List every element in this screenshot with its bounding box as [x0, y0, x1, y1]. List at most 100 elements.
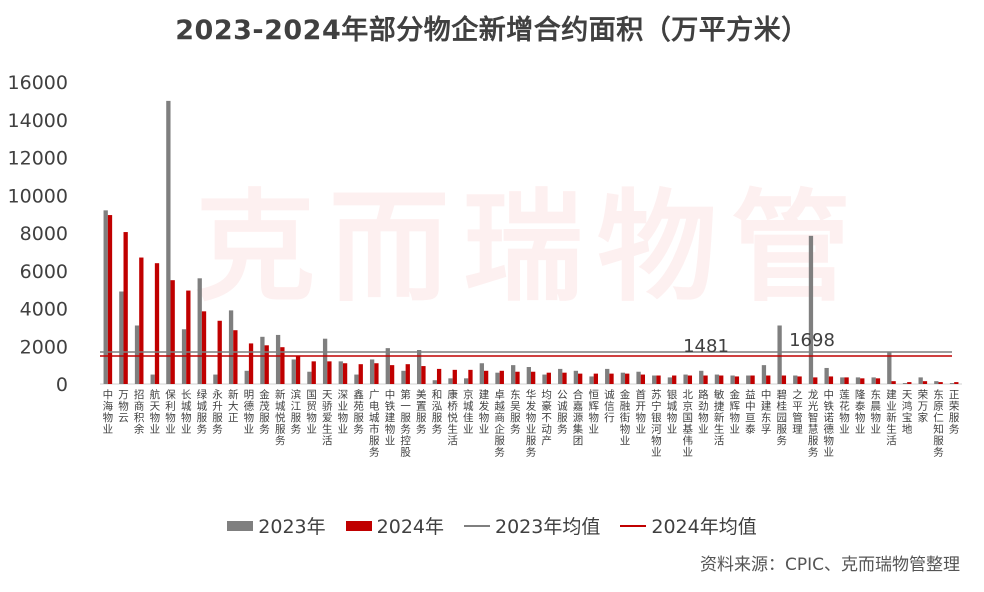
bar-2024 — [860, 378, 865, 384]
bar-2023 — [777, 325, 782, 384]
bar-2023 — [275, 334, 281, 384]
x-tick-label: 益中亘泰 — [745, 388, 756, 436]
bar-2024 — [546, 372, 551, 384]
x-tick-label: 合嘉源集团 — [573, 388, 584, 447]
x-tick-label: 银城物业 — [667, 388, 678, 436]
x-tick-label: 万物云 — [118, 389, 129, 424]
bar-2024 — [248, 343, 254, 384]
bar-2023 — [134, 325, 140, 384]
bar-2023 — [338, 361, 343, 384]
bar-2024 — [640, 374, 646, 384]
bar-2024 — [123, 232, 128, 384]
bar-2023 — [150, 374, 155, 384]
legend-item-2023: 2023年 — [227, 512, 326, 539]
bar-2024 — [452, 369, 457, 384]
x-tick-label: 建发物业 — [479, 388, 490, 436]
bar-2024 — [625, 373, 630, 384]
bar-2023 — [542, 374, 547, 384]
bar-2024 — [233, 330, 238, 384]
x-tick-label: 保利物业 — [165, 388, 176, 436]
bar-2023 — [761, 365, 767, 385]
x-tick-label: 之平管理 — [792, 388, 803, 436]
x-tick-label: 广电城市服务 — [369, 389, 380, 459]
bar-2023 — [730, 375, 735, 384]
y-tick-label: 12000 — [8, 148, 68, 170]
bar-2023 — [369, 359, 375, 384]
bar-2024 — [907, 382, 912, 384]
y-tick-label: 0 — [56, 374, 68, 396]
x-tick-label: 新大正 — [228, 388, 239, 424]
bar-2023 — [746, 375, 751, 384]
bar-2023 — [401, 370, 406, 384]
bar-2024 — [107, 215, 113, 384]
bar-2024 — [703, 375, 708, 384]
bar-2024 — [954, 382, 959, 384]
x-tick-label: 京城佳业 — [463, 388, 474, 436]
bar-2023 — [307, 371, 312, 384]
x-tick-label: 滨江服务 — [291, 388, 302, 436]
bar-2024 — [891, 381, 896, 384]
x-tick-label: 康桥悦生活 — [447, 388, 458, 447]
y-tick-label: 14000 — [8, 110, 68, 132]
x-tick-label: 华发物业服务 — [526, 388, 537, 459]
bar-2024 — [734, 376, 740, 384]
bar-2024 — [374, 363, 379, 384]
bar-2024 — [201, 311, 207, 384]
x-tick-label: 荣万家 — [918, 389, 929, 424]
x-tick-label: 长城物业 — [181, 389, 192, 436]
x-tick-label: 绿城服务 — [197, 388, 208, 436]
bar-2023 — [605, 368, 610, 384]
x-tick-label: 敏捷新生活 — [714, 388, 725, 447]
bar-2024 — [766, 375, 771, 384]
y-tick-label: 6000 — [20, 261, 68, 283]
bar-2023 — [558, 368, 563, 384]
bar-2024 — [515, 371, 520, 384]
x-tick-label: 永升服务 — [212, 388, 223, 436]
bar-2024 — [781, 375, 787, 384]
bar-2024 — [797, 376, 802, 384]
x-tick-label: 北京国基伟业 — [682, 389, 693, 459]
x-tick-label: 东原仁知服务 — [933, 388, 944, 459]
bar-2023 — [949, 383, 955, 384]
y-tick-label: 8000 — [20, 223, 68, 245]
bar-2024 — [875, 378, 881, 384]
bar-2023 — [511, 365, 516, 385]
bar-2024 — [405, 364, 410, 384]
x-tick-label: 公诚服务 — [557, 389, 568, 436]
bar-2024 — [358, 364, 363, 384]
bar-2024 — [483, 370, 489, 384]
bar-2023 — [589, 376, 594, 384]
legend-swatch-2024 — [345, 520, 372, 531]
bar-2023 — [808, 235, 814, 384]
bar-2024 — [264, 345, 269, 384]
bar-2024 — [609, 373, 614, 384]
bar-2023 — [636, 371, 641, 384]
y-tick-label: 4000 — [20, 299, 68, 321]
bar-2024 — [593, 373, 598, 384]
x-tick-label: 美置服务 — [416, 388, 427, 436]
bar-2023 — [228, 310, 234, 384]
x-tick-label: 天骄爱生活 — [322, 389, 333, 447]
x-tick-label: 路劲物业 — [698, 388, 709, 436]
bar-2023 — [934, 381, 939, 384]
bar-2024 — [844, 377, 849, 384]
x-tick-label: 东晨物业 — [871, 388, 882, 436]
x-tick-label: 鑫苑服务 — [353, 388, 364, 436]
bar-2023 — [197, 278, 202, 384]
bar-2023 — [855, 377, 861, 384]
bar-chart: 0 2000 4000 6000 8000 10000 12000 14000 16000 中海物… — [8, 72, 962, 459]
x-tick-label: 中建东孚 — [761, 388, 772, 436]
legend-label-avg-2023: 2023年均值 — [495, 516, 601, 538]
source-note: 资料来源：CPIC、克而瑞物管整理 — [699, 555, 960, 575]
bar-2024 — [389, 365, 395, 385]
bar-2023 — [244, 370, 249, 384]
bar-2023 — [683, 374, 688, 384]
x-tick-label: 中铁诺德物业 — [824, 388, 835, 459]
x-tick-label: 和泓服务 — [432, 389, 443, 436]
x-tick-label: 国贸物业 — [306, 389, 317, 436]
x-tick-label: 中海物业 — [103, 388, 114, 436]
x-tick-label: 卓越商企服务 — [494, 389, 505, 459]
x-tick-label: 新城悦服务 — [275, 388, 286, 447]
x-tick-label: 恒辉物业 — [588, 388, 599, 436]
bar-2023 — [291, 359, 296, 384]
